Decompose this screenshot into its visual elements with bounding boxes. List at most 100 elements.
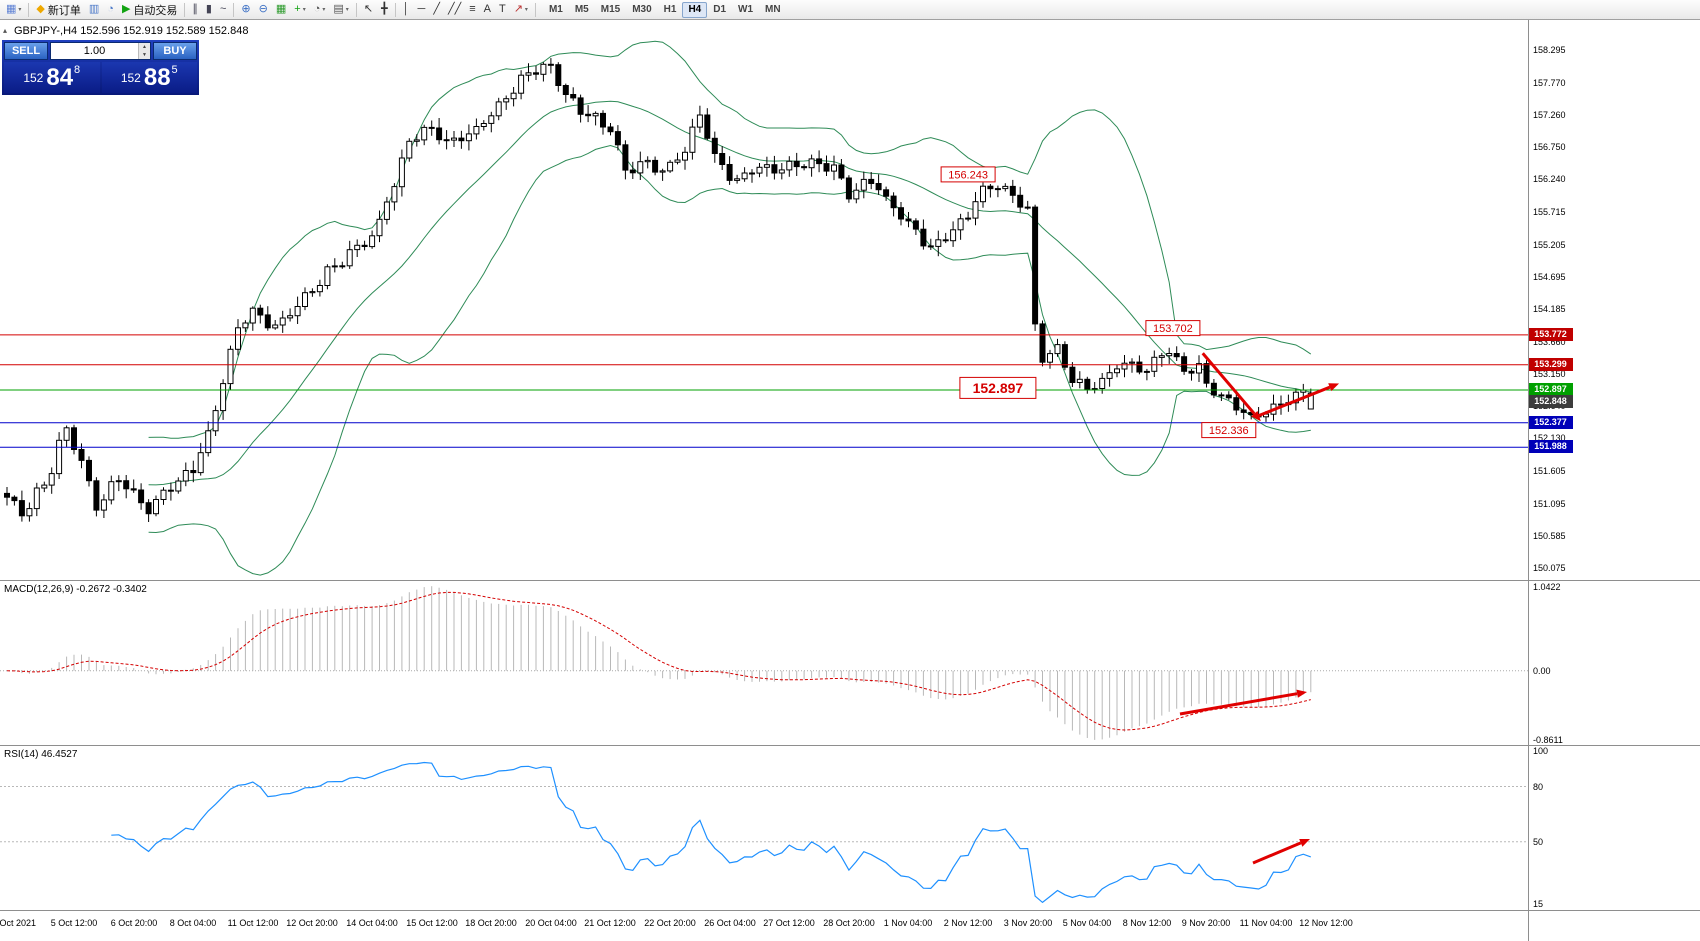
indicators-icon[interactable]: + ▾	[290, 1, 309, 18]
dropdown-caret-icon[interactable]: ▾	[18, 7, 22, 13]
trendline-icon[interactable]: ╱	[429, 1, 444, 18]
price-axis-label: 155.205	[1533, 239, 1566, 250]
buy-price-pips: 88	[143, 63, 171, 91]
svg-text:152.897: 152.897	[973, 380, 1024, 396]
dropdown-caret-icon[interactable]: ▾	[302, 7, 306, 13]
trendline-icon-glyph: ╱	[433, 3, 440, 15]
fibonacci-icon[interactable]: ≡	[465, 1, 479, 18]
chart-header: GBPJPY-,H4 152.596 152.919 152.589 152.8…	[14, 25, 249, 37]
zoom-out-icon-glyph: ⊖	[258, 3, 268, 15]
new-order-button-label: 新订单	[47, 4, 81, 17]
crosshair-icon-glyph: ╋	[381, 3, 388, 15]
strategy-tester-icon-glyph: ◔	[107, 3, 114, 15]
macd-scale-label: 1.0422	[1533, 582, 1561, 592]
rsi-pane[interactable]: RSI(14) 46.4527	[0, 746, 1528, 910]
svg-text:153.702: 153.702	[1153, 323, 1193, 335]
terminal-icon[interactable]: ▥	[85, 1, 103, 18]
price-tag: 153.299	[1528, 357, 1573, 371]
indicators-icon-glyph: +	[294, 3, 301, 15]
price-axis-label: 154.185	[1533, 303, 1566, 314]
volume-box: 1.00 ▲ ▼	[50, 42, 151, 60]
rsi-scale-label: 50	[1533, 836, 1544, 847]
macd-pane[interactable]: MACD(12,26,9) -0.2672 -0.3402	[0, 581, 1528, 745]
bar-chart-icon-glyph: ∥	[192, 3, 198, 15]
tile-windows-icon[interactable]: ▦	[272, 1, 290, 18]
volume-input[interactable]: 1.00	[83, 45, 106, 57]
horizontal-line-icon-glyph: ─	[417, 3, 426, 15]
timeframe-m30-button[interactable]: M30	[632, 4, 652, 15]
price-axis-label: 153.660	[1533, 336, 1566, 347]
templates-icon[interactable]: ▤ ▾	[329, 1, 352, 18]
dropdown-caret-icon[interactable]: ▾	[524, 7, 528, 13]
sell-button[interactable]: SELL	[4, 42, 48, 60]
templates-icon-glyph: ▤	[333, 3, 344, 15]
one-click-collapse-icon[interactable]: ▴	[3, 26, 8, 35]
price-axis-label: 153.150	[1533, 369, 1566, 380]
timeframe-h1-button[interactable]: H1	[663, 4, 677, 15]
macd-label: MACD(12,26,9) -0.2672 -0.3402	[4, 584, 147, 595]
price-axis-label: 150.585	[1533, 530, 1566, 541]
time-axis-separator	[0, 910, 1700, 911]
rsi-scale-label: 80	[1533, 781, 1544, 792]
time-axis[interactable]: 5 Oct 2021 5 Oct 12:00 6 Oct 20:00 8 Oct 04…	[0, 911, 1528, 941]
timeframe-h4-button[interactable]: H4	[682, 1, 708, 18]
timeframe-mn-button[interactable]: MN	[765, 4, 781, 15]
rsi-scale-label: 100	[1533, 746, 1549, 756]
time-axis-label: 11 Oct 12:00	[227, 918, 279, 928]
rsi-label: RSI(14) 46.4527	[4, 749, 78, 760]
sell-price-button[interactable]: 152 84 8	[4, 62, 100, 93]
text-icon[interactable]: A	[480, 1, 495, 18]
channel-icon[interactable]: ╱╱	[444, 1, 465, 18]
text-label-icon-glyph: T	[498, 3, 506, 15]
strategy-tester-icon[interactable]: ◔	[103, 1, 118, 18]
buy-price-prefix: 152	[120, 70, 141, 85]
time-axis-label: 3 Nov 20:00	[1003, 918, 1053, 928]
toolbar-separator	[28, 2, 30, 17]
timeframe-m15-button[interactable]: M15	[600, 4, 621, 15]
volume-increase-button[interactable]: ▲	[139, 43, 150, 51]
price-tag: 151.988	[1528, 440, 1573, 454]
time-axis-label: 11 Nov 04:00	[1239, 918, 1293, 928]
toolbar-separator	[233, 2, 235, 17]
time-axis-label: 22 Oct 20:00	[644, 918, 696, 928]
time-axis-label: 5 Nov 04:00	[1062, 918, 1112, 928]
buy-price-button[interactable]: 152 88 5	[101, 62, 197, 93]
new-chart-icon[interactable]: ▦ ▾	[2, 1, 25, 18]
price-chart-pane[interactable]: ▴ GBPJPY-,H4 152.596 152.919 152.589 152…	[0, 20, 1528, 580]
fibonacci-icon-glyph: ≡	[469, 3, 476, 15]
horizontal-line-icon[interactable]: ─	[414, 1, 430, 18]
zoom-out-icon[interactable]: ⊖	[255, 1, 272, 18]
time-axis-label: 2 Nov 12:00	[943, 918, 993, 928]
crosshair-icon[interactable]: ╋	[377, 1, 392, 18]
periods-icon[interactable]: ◔ ▾	[310, 1, 330, 18]
text-icon-glyph: A	[483, 3, 491, 15]
timeframe-bar: M1 M5 M15 M30 H1 H4 D1 W1 MN	[543, 1, 787, 18]
dropdown-caret-icon[interactable]: ▾	[322, 7, 326, 13]
periods-icon-glyph: ◔	[313, 3, 321, 15]
time-axis-label: 15 Oct 12:00	[406, 918, 458, 928]
pane-separator[interactable]	[0, 580, 1700, 581]
buy-button[interactable]: BUY	[153, 42, 197, 60]
auto-trading-button-glyph: ▶	[121, 3, 131, 15]
cursor-icon[interactable]: ↖	[360, 1, 377, 18]
volume-decrease-button[interactable]: ▼	[139, 51, 150, 59]
pane-separator[interactable]	[0, 745, 1700, 746]
dropdown-caret-icon[interactable]: ▾	[345, 7, 349, 13]
candlestick-chart-icon[interactable]: ▮	[202, 1, 216, 18]
timeframe-m1-button[interactable]: M1	[548, 4, 563, 15]
timeframe-m5-button[interactable]: M5	[574, 4, 589, 15]
zoom-in-icon[interactable]: ⊕	[237, 1, 254, 18]
current-price-tag: 152.848	[1528, 395, 1573, 409]
time-axis-label: 14 Oct 04:00	[346, 918, 398, 928]
timeframe-d1-button[interactable]: D1	[713, 4, 727, 15]
auto-trading-button[interactable]: ▶ 自动交易	[118, 1, 181, 18]
price-axis[interactable]: 158.295 157.770 157.260 156.750 156.240 155.7…	[1528, 20, 1700, 941]
vertical-line-icon[interactable]: │	[399, 1, 414, 18]
bar-chart-icon[interactable]: ∥	[188, 1, 202, 18]
sell-price-pips: 84	[46, 63, 74, 91]
arrows-icon[interactable]: ↗ ▾	[510, 1, 532, 18]
line-chart-icon[interactable]: ~	[216, 1, 230, 18]
text-label-icon[interactable]: T	[495, 1, 510, 18]
new-order-button[interactable]: ◆ 新订单	[32, 1, 84, 18]
timeframe-w1-button[interactable]: W1	[738, 4, 754, 15]
